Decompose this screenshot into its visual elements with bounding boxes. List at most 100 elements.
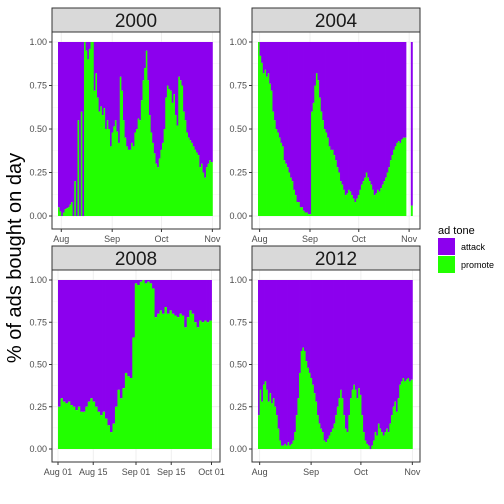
bar-attack xyxy=(351,42,354,196)
bar-attack xyxy=(400,280,403,382)
bar-attack xyxy=(362,42,365,182)
y-tick-label: 0.75 xyxy=(29,81,47,91)
y-tick-label: 0.25 xyxy=(229,402,247,412)
bar-attack xyxy=(266,280,269,390)
bar-attack xyxy=(262,42,265,74)
bar-attack xyxy=(341,42,344,185)
bars xyxy=(258,280,413,449)
bar-attack xyxy=(331,42,334,150)
bar-attack xyxy=(333,280,336,424)
bar-attack xyxy=(393,42,396,150)
bar-attack xyxy=(162,42,165,143)
bar-promote xyxy=(179,80,182,216)
bar-attack xyxy=(101,42,104,116)
bar-promote xyxy=(377,423,380,449)
bar-promote xyxy=(166,313,170,449)
bar-promote xyxy=(116,131,119,216)
bar-promote xyxy=(364,177,367,216)
bar-promote xyxy=(303,350,307,449)
bar-attack xyxy=(344,42,347,196)
bar-promote xyxy=(349,398,352,449)
bar-attack xyxy=(302,280,305,348)
bar-attack xyxy=(381,280,384,433)
bar-attack xyxy=(333,42,336,156)
bar-promote xyxy=(188,137,191,216)
bar-attack xyxy=(160,42,163,150)
bar-attack xyxy=(410,42,413,206)
bar-attack xyxy=(297,280,300,399)
bar-promote xyxy=(162,313,165,449)
bar-promote xyxy=(165,97,168,216)
bar-promote xyxy=(299,372,302,449)
bar-attack xyxy=(295,280,298,416)
bar-attack xyxy=(121,42,124,91)
bar-attack xyxy=(317,280,320,416)
bar-attack xyxy=(179,42,182,81)
bar-promote xyxy=(299,207,302,216)
y-tick-label: 0.50 xyxy=(29,360,47,370)
bar-promote xyxy=(296,202,299,216)
bar-attack xyxy=(157,280,160,314)
bar-promote xyxy=(175,115,178,216)
bar-promote xyxy=(289,445,292,449)
bar-promote xyxy=(157,167,160,216)
bar-promote xyxy=(303,210,306,216)
bar-promote xyxy=(366,443,369,449)
legend-key-attack xyxy=(438,238,455,255)
bar-attack xyxy=(277,280,280,429)
bar-attack xyxy=(82,280,86,412)
bar-attack xyxy=(112,280,116,424)
bar-promote xyxy=(164,307,168,449)
bar-attack xyxy=(356,280,359,399)
bar-attack xyxy=(191,42,194,143)
y-tick-label: 0.00 xyxy=(229,211,247,221)
bar-promote xyxy=(370,184,373,216)
bar-promote xyxy=(340,389,343,449)
bar-promote xyxy=(393,149,396,216)
bar-attack xyxy=(377,280,380,424)
bar-promote xyxy=(311,111,314,216)
bar-attack xyxy=(343,280,346,416)
bar-promote xyxy=(259,55,262,216)
bar-promote xyxy=(288,172,291,216)
bar-promote xyxy=(171,102,174,216)
bar-promote xyxy=(290,177,293,216)
bar-promote xyxy=(304,212,307,216)
bar-attack xyxy=(330,42,333,150)
bar-attack xyxy=(168,42,171,89)
bar-promote xyxy=(330,149,333,216)
bar-promote xyxy=(194,149,197,216)
bar-attack xyxy=(410,280,413,380)
bar-promote xyxy=(168,88,171,216)
bar-promote xyxy=(358,388,361,449)
bar-promote xyxy=(282,445,285,449)
bar-attack xyxy=(381,42,384,185)
bar-attack xyxy=(283,42,286,161)
bar-attack xyxy=(184,280,188,328)
bar-attack xyxy=(351,280,354,390)
y-tick-label: 0.25 xyxy=(29,402,47,412)
bar-attack xyxy=(139,42,142,121)
bar-promote xyxy=(129,149,132,216)
bar-attack xyxy=(147,280,151,282)
bar-attack xyxy=(95,280,99,407)
bar-promote xyxy=(284,443,287,449)
bar-attack xyxy=(60,280,64,399)
bar-promote xyxy=(283,160,286,216)
bar-attack xyxy=(93,42,96,91)
y-tick-label: 0.25 xyxy=(229,168,247,178)
bar-attack xyxy=(174,280,178,316)
bar-attack xyxy=(359,42,362,190)
bar-attack xyxy=(325,42,328,133)
bar-attack xyxy=(320,280,323,429)
bar-promote xyxy=(204,320,207,449)
bar-promote xyxy=(297,398,300,449)
bar-attack xyxy=(189,42,192,141)
bar-promote xyxy=(327,137,330,216)
bar-attack xyxy=(157,42,160,168)
bar-attack xyxy=(322,280,325,433)
bar-promote xyxy=(176,125,179,216)
bar-promote xyxy=(267,401,270,449)
bar-promote xyxy=(326,438,330,449)
bar-promote xyxy=(371,445,374,449)
